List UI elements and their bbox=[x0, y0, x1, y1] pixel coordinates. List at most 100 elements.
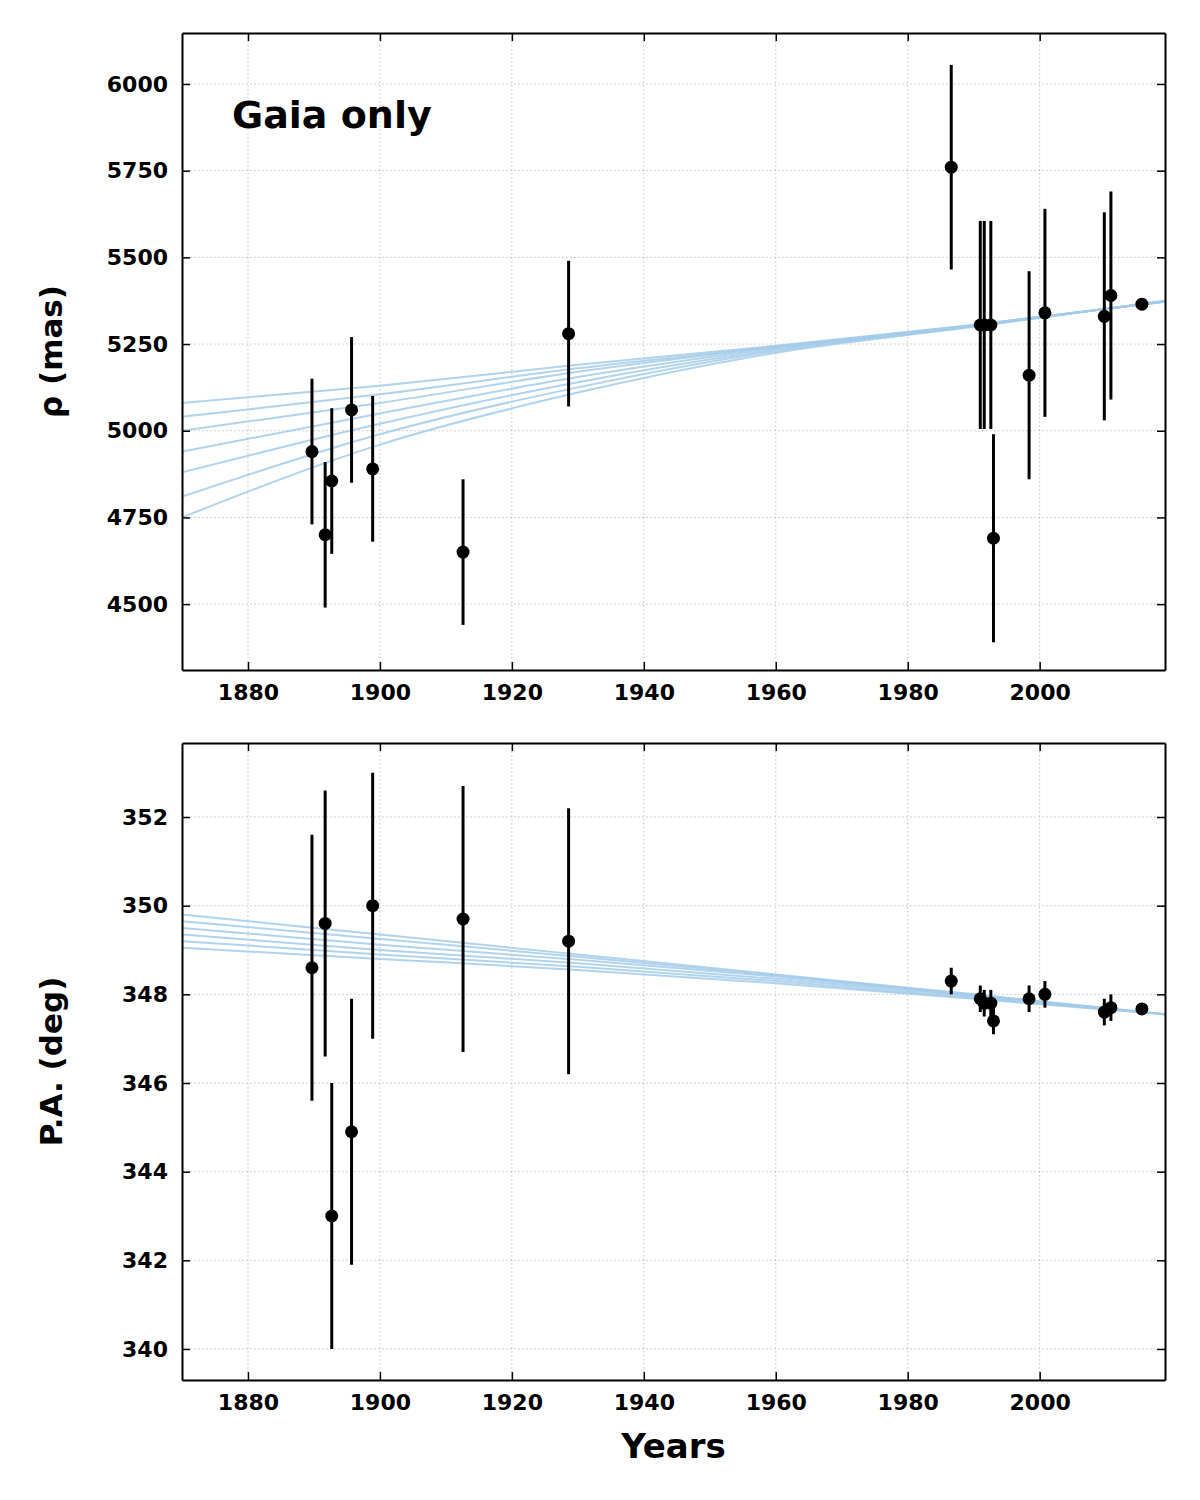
tick bbox=[1157, 817, 1165, 818]
data-point bbox=[457, 546, 470, 559]
grid-line-y bbox=[182, 604, 1165, 605]
tick-mark bbox=[1157, 905, 1165, 907]
axis-line bbox=[182, 34, 184, 671]
tick-mark bbox=[1157, 604, 1165, 606]
grid-line-x bbox=[511, 33, 512, 670]
tick-label: 346 bbox=[122, 1071, 168, 1096]
data-point bbox=[984, 997, 997, 1010]
tick-label: 1900 bbox=[350, 1390, 411, 1415]
grid bbox=[182, 743, 1165, 1380]
tick-mark bbox=[644, 1372, 646, 1380]
tick-label: 1940 bbox=[614, 1390, 675, 1415]
tick-label: 348 bbox=[122, 982, 168, 1007]
tick bbox=[908, 743, 909, 751]
tick-label: 344 bbox=[122, 1159, 168, 1184]
axis-line bbox=[183, 33, 1166, 35]
data-point bbox=[345, 403, 358, 416]
x-axis-top bbox=[183, 743, 1166, 751]
tick: 1940 bbox=[614, 662, 675, 705]
tick bbox=[1157, 1260, 1165, 1261]
grid-line-x bbox=[775, 743, 776, 1380]
tick-mark bbox=[182, 344, 190, 346]
tick: 348 bbox=[122, 982, 190, 1007]
tick-mark bbox=[1039, 662, 1041, 670]
grid-line-y bbox=[182, 1082, 1165, 1083]
tick bbox=[380, 33, 381, 41]
axis-line bbox=[1165, 34, 1167, 671]
tick-label: 4500 bbox=[107, 592, 168, 617]
tick-mark bbox=[1157, 430, 1165, 432]
tick bbox=[1157, 431, 1165, 432]
model-line bbox=[182, 928, 1165, 1014]
y-axis-right bbox=[1157, 744, 1166, 1381]
y-axis-title: ρ (mas) bbox=[33, 285, 69, 418]
data-point bbox=[1023, 369, 1036, 382]
tick: 1900 bbox=[350, 662, 411, 705]
data-point bbox=[945, 161, 958, 174]
tick-label: 2000 bbox=[1010, 680, 1071, 705]
tick-mark bbox=[1157, 994, 1165, 996]
tick-mark bbox=[182, 905, 190, 907]
tick bbox=[1157, 517, 1165, 518]
tick bbox=[1157, 171, 1165, 172]
x-axis: 1880190019201940196019802000 bbox=[183, 1372, 1166, 1415]
tick-mark bbox=[182, 1260, 190, 1262]
data-point bbox=[1104, 289, 1117, 302]
tick bbox=[1157, 1349, 1165, 1350]
tick: 352 bbox=[122, 805, 190, 830]
grid-line-y bbox=[182, 430, 1165, 431]
tick-mark bbox=[776, 743, 778, 751]
grid-line-y bbox=[182, 1171, 1165, 1172]
tick-mark bbox=[1157, 84, 1165, 86]
tick-label: 1980 bbox=[878, 680, 939, 705]
grid-line-y bbox=[182, 1348, 1165, 1349]
tick-label: 1980 bbox=[878, 1390, 939, 1415]
tick: 1940 bbox=[614, 1372, 675, 1415]
tick-mark bbox=[1039, 743, 1041, 751]
tick: 2000 bbox=[1010, 1372, 1071, 1415]
tick-label: 4750 bbox=[107, 505, 168, 530]
tick-mark bbox=[380, 743, 382, 751]
model-line bbox=[182, 302, 1165, 403]
tick: 1920 bbox=[482, 1372, 543, 1415]
tick: 1880 bbox=[218, 662, 279, 705]
tick bbox=[1157, 604, 1165, 605]
tick-label: 1900 bbox=[350, 680, 411, 705]
tick-label: 1960 bbox=[746, 1390, 807, 1415]
y-axis: 340342344346348350352 bbox=[122, 744, 190, 1381]
grid-line-y bbox=[182, 257, 1165, 258]
tick: 1960 bbox=[746, 662, 807, 705]
tick-label: 2000 bbox=[1010, 1390, 1071, 1415]
data-point bbox=[319, 528, 332, 541]
x-axis-title: Years bbox=[620, 1426, 726, 1466]
tick-mark bbox=[182, 517, 190, 519]
tick-label: 1940 bbox=[614, 680, 675, 705]
tick: 1960 bbox=[746, 1372, 807, 1415]
y-axis: 4500475050005250550057506000 bbox=[107, 34, 190, 671]
tick-label: 1960 bbox=[746, 680, 807, 705]
data-point bbox=[987, 532, 1000, 545]
data-point bbox=[1023, 992, 1036, 1005]
tick: 5000 bbox=[107, 418, 190, 443]
tick-mark bbox=[512, 743, 514, 751]
tick: 5750 bbox=[107, 158, 190, 183]
tick: 344 bbox=[122, 1159, 190, 1184]
tick-mark bbox=[1157, 1260, 1165, 1262]
data-point bbox=[457, 912, 470, 925]
tick-label: 5750 bbox=[107, 158, 168, 183]
grid-line-x bbox=[1039, 33, 1040, 670]
data-point bbox=[1104, 1001, 1117, 1014]
axis-line bbox=[183, 1380, 1166, 1382]
tick: 340 bbox=[122, 1337, 190, 1362]
tick bbox=[248, 743, 249, 751]
axis-line bbox=[183, 670, 1166, 672]
model-line bbox=[182, 301, 1165, 518]
axis-line bbox=[182, 744, 184, 1381]
tick-mark bbox=[907, 33, 909, 41]
tick: 5250 bbox=[107, 332, 190, 357]
data-point bbox=[305, 445, 318, 458]
model-line bbox=[182, 934, 1165, 1014]
tick-mark bbox=[512, 1372, 514, 1380]
tick-mark bbox=[644, 33, 646, 41]
grid-line-x bbox=[643, 33, 644, 670]
